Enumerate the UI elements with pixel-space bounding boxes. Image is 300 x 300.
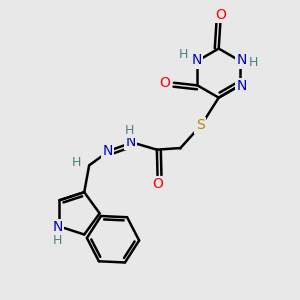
Text: S: S [196,118,204,132]
Text: N: N [236,53,247,67]
Text: H: H [72,156,81,169]
Text: N: N [125,135,136,149]
Text: N: N [236,79,247,93]
Text: N: N [103,144,113,158]
Text: N: N [192,53,202,67]
Text: N: N [52,220,63,234]
Text: O: O [215,8,226,22]
Text: O: O [152,177,163,191]
Text: H: H [249,56,258,69]
Text: H: H [179,49,188,62]
Text: H: H [125,124,134,136]
Text: O: O [159,76,170,90]
Text: H: H [53,234,62,247]
